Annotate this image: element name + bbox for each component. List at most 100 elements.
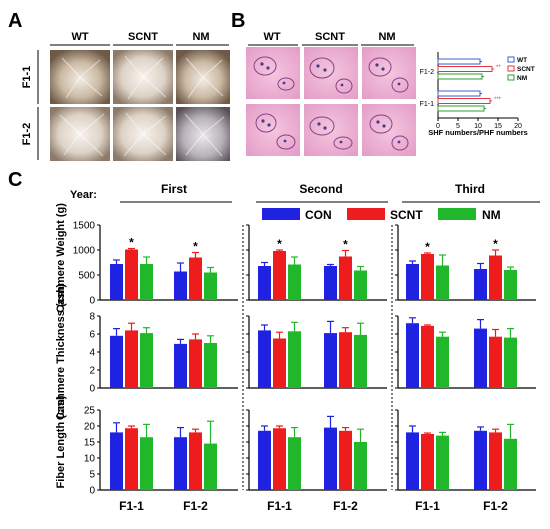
x-category-label: F1-2	[483, 499, 508, 513]
inset-legend-wt: WT	[517, 57, 527, 64]
panel-letter-c: C	[8, 169, 22, 191]
subchart-1-2	[395, 315, 536, 389]
y-tick-label: 6	[89, 330, 95, 341]
legend-swatch-con	[262, 208, 300, 220]
histology-wt-f1-2	[246, 47, 300, 99]
bar-con-f1-2	[324, 266, 337, 300]
bar-nm-f1-2	[204, 272, 217, 300]
bar-scnt-f1-1	[273, 338, 286, 388]
histology-scnt-f1-2	[304, 47, 358, 99]
bar-nm-f1-1	[436, 435, 449, 490]
inset-bar-wt-f1-1	[437, 90, 481, 97]
inset-legend-swatch-scnt	[507, 65, 515, 72]
bar-con-f1-1	[110, 335, 123, 388]
panel-c: C Year: First Second Third CON SCNT NM C…	[8, 169, 540, 513]
panel-letter-a: A	[8, 10, 22, 32]
legend-label-nm: NM	[482, 208, 501, 222]
y-tick-label: 1000	[73, 246, 96, 257]
subchart-0-2: * *	[395, 224, 536, 301]
ylabel-thickness: Cashmere Thickness (cm)	[55, 284, 67, 421]
bar-nm-f1-2	[504, 270, 517, 300]
x-category-label: F1-1	[415, 499, 440, 513]
bar-nm-f1-1	[288, 264, 301, 300]
y-tick-label: 10	[84, 454, 96, 465]
bar-scnt-f1-1	[125, 330, 138, 388]
panel-a-col-nm: NM	[192, 31, 209, 43]
panel-b-col-nm: NM	[378, 31, 395, 43]
bar-nm-f1-2	[354, 334, 367, 388]
subchart-1-1	[246, 315, 387, 389]
bar-scnt-f1-2	[339, 430, 352, 490]
inset-significance: **	[496, 65, 501, 71]
bar-con-f1-2	[324, 333, 337, 388]
bar-con-f1-2	[474, 328, 487, 388]
y-tick-label: 2	[89, 366, 95, 377]
y-tick-label: 5	[89, 470, 95, 481]
y-tick-label: 0	[89, 296, 95, 307]
bar-scnt-f1-1	[273, 428, 286, 490]
panel-a-col-wt: WT	[71, 31, 88, 43]
significance-star: *	[277, 237, 282, 251]
inset-xtick-label: 5	[456, 123, 460, 130]
bar-con-f1-1	[258, 330, 271, 388]
bar-nm-f1-1	[140, 437, 153, 490]
inset-bar-nm-f1-1	[437, 105, 485, 112]
year-third: Third	[455, 182, 485, 196]
inset-category-f1-1: F1-1	[420, 101, 435, 108]
year-second: Second	[299, 182, 342, 196]
bar-nm-f1-2	[204, 443, 217, 490]
bar-scnt-f1-1	[125, 428, 138, 490]
bar-nm-f1-2	[354, 442, 367, 490]
y-tick-label: 8	[89, 312, 95, 323]
panel-b: B WT SCNT NM	[231, 10, 535, 156]
significance-star: *	[129, 236, 134, 250]
panel-a: A WT SCNT NM F1-1 F1-2	[8, 10, 230, 161]
bar-con-f1-1	[406, 432, 419, 490]
bar-scnt-f1-2	[489, 336, 502, 388]
bar-nm-f1-2	[204, 343, 217, 388]
panel-a-row-f1-1: F1-1	[21, 66, 33, 89]
bar-con-f1-2	[174, 343, 187, 388]
x-category-label: F1-1	[267, 499, 292, 513]
bar-nm-f1-1	[288, 331, 301, 388]
inset-legend-swatch-nm	[507, 74, 515, 81]
bar-nm-f1-1	[288, 437, 301, 490]
subchart-0-0: 0 500 1000 1500 * *	[73, 221, 238, 307]
bar-scnt-f1-2	[189, 432, 202, 490]
y-tick-label: 1500	[73, 221, 96, 232]
bar-nm-f1-1	[140, 333, 153, 388]
legend-swatch-scnt	[347, 208, 385, 220]
x-category-label: F1-2	[333, 499, 358, 513]
panel-letter-b: B	[231, 10, 245, 32]
bar-con-f1-1	[406, 264, 419, 300]
ylabel-weight: Cashmere Weight (g)	[55, 203, 67, 313]
inset-bar-scnt-f1-1	[437, 98, 491, 104]
bar-nm-f1-1	[436, 265, 449, 300]
inset-bar-scnt-f1-2	[437, 66, 493, 72]
significance-star: *	[193, 240, 198, 254]
inset-legend-swatch-wt	[507, 56, 515, 63]
bar-scnt-f1-1	[421, 254, 434, 300]
bar-scnt-f1-1	[421, 434, 434, 490]
bar-con-f1-1	[258, 430, 271, 490]
subchart-2-0: 0 5 10 15 20 25 F1-1 F1-2	[84, 406, 238, 513]
bar-con-f1-2	[474, 430, 487, 490]
bar-scnt-f1-1	[125, 249, 138, 300]
y-tick-label: 0	[89, 384, 95, 395]
bar-scnt-f1-2	[489, 255, 502, 300]
inset-xtick-label: 0	[436, 123, 440, 130]
subchart-0-1: * *	[246, 224, 387, 301]
inset-legend-scnt: SCNT	[517, 66, 535, 73]
bar-nm-f1-2	[504, 337, 517, 388]
x-category-label: F1-1	[119, 499, 144, 513]
bar-scnt-f1-1	[421, 325, 434, 388]
bar-scnt-f1-1	[273, 251, 286, 300]
inset-legend-nm: NM	[517, 75, 527, 82]
year-label: Year:	[70, 189, 97, 201]
bar-nm-f1-2	[354, 270, 367, 300]
y-tick-label: 20	[84, 422, 96, 433]
bar-con-f1-1	[258, 266, 271, 300]
bar-con-f1-2	[324, 427, 337, 490]
significance-star: *	[425, 240, 430, 254]
